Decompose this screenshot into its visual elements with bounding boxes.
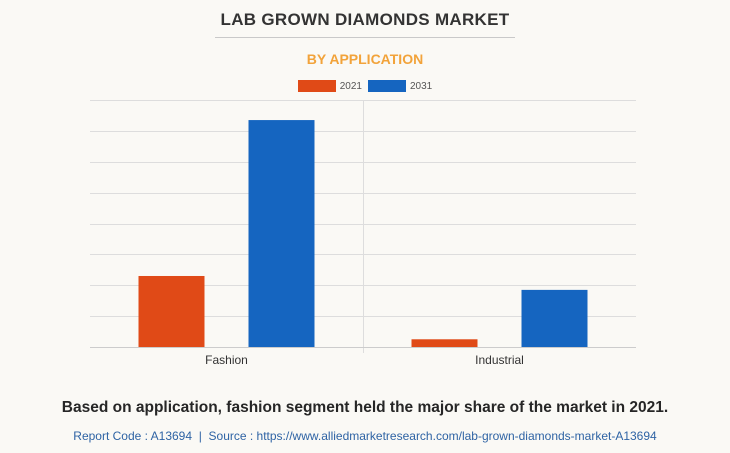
- legend-item-2021[interactable]: 2021: [297, 80, 362, 92]
- source-link[interactable]: Source : https://www.alliedmarketresearc…: [208, 429, 657, 443]
- legend-item-2031[interactable]: 2031: [368, 80, 432, 92]
- x-tick-label-industrial: Industrial: [475, 353, 524, 367]
- legend-swatch-2031: [368, 80, 406, 92]
- bar-fashion-2021[interactable]: [138, 275, 205, 347]
- title-divider: [215, 37, 515, 38]
- chart-title: LAB GROWN DIAMONDS MARKET: [220, 10, 510, 29]
- bar-industrial-2031[interactable]: [521, 289, 588, 347]
- x-axis: Fashion Industrial: [90, 347, 636, 367]
- bar-industrial-2021[interactable]: [411, 339, 478, 347]
- footer-separator: |: [198, 429, 202, 443]
- legend-swatch-2021: [297, 80, 336, 92]
- chart-legend: 2021 2031: [0, 80, 730, 92]
- chart-subtitle: BY APPLICATION: [306, 51, 424, 67]
- legend-label-2021: 2021: [339, 80, 362, 92]
- footer: Report Code : A13694 | Source : https://…: [0, 429, 730, 443]
- legend-label-2031: 2031: [410, 80, 433, 92]
- bar-fashion-2031[interactable]: [248, 120, 315, 347]
- x-tick-label-fashion: Fashion: [205, 353, 248, 367]
- bars: [138, 120, 588, 347]
- chart-caption: Based on application, fashion segment he…: [61, 399, 669, 416]
- report-code: Report Code : A13694: [73, 429, 193, 443]
